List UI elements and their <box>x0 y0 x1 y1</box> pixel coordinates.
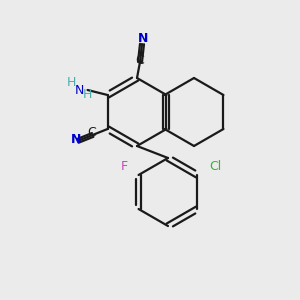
Text: H: H <box>83 88 92 101</box>
Text: N: N <box>138 32 148 46</box>
Text: C: C <box>136 53 144 67</box>
Text: N: N <box>71 134 81 146</box>
Text: H: H <box>67 76 76 88</box>
Text: Cl: Cl <box>209 160 222 173</box>
Text: C: C <box>87 126 96 140</box>
Text: N: N <box>75 83 84 97</box>
Text: F: F <box>121 160 128 173</box>
